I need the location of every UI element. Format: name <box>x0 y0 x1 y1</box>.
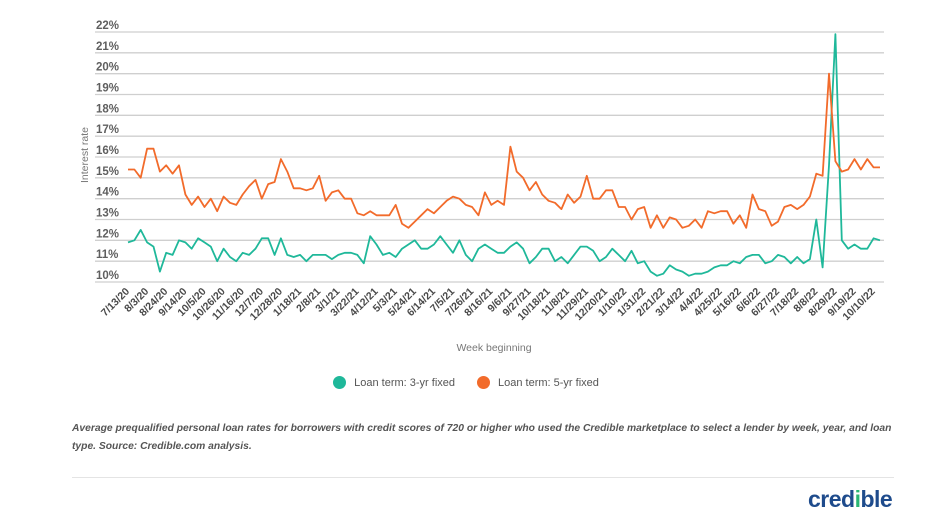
y-tick-label: 17% <box>96 124 119 136</box>
legend-swatch-3yr <box>333 376 347 389</box>
y-tick-label: 19% <box>96 83 119 95</box>
y-axis-ticks: 10% 11% 12% 13% 14% 15% 16% 17% 18% 19% 20% 21% 22% <box>96 20 119 282</box>
legend-swatch-5yr <box>477 376 490 389</box>
y-tick-label: 13% <box>96 208 119 220</box>
series-line-3yr-fixed <box>127 33 881 277</box>
legend: Loan term: 3-yr fixed Loan term: 5-yr fi… <box>0 376 932 389</box>
gridlines <box>95 31 884 283</box>
x-axis-title: Week beginning <box>456 342 531 354</box>
y-tick-label: 12% <box>96 228 119 240</box>
series-line-5yr-fixed <box>128 72 880 229</box>
x-axis-ticks: 7/13/208/3/208/24/209/14/2010/5/2010/26/… <box>99 286 878 324</box>
y-tick-label: 22% <box>96 20 119 32</box>
y-tick-label: 15% <box>96 166 119 178</box>
chart-caption: Average prequalified personal loan rates… <box>72 423 892 452</box>
y-tick-label: 11% <box>96 249 118 261</box>
y-tick-label: 20% <box>96 62 119 74</box>
line-chart: 10%11%12%13%14%15%16%17%18%19%20%21%22% … <box>79 20 884 354</box>
legend-label-3yr: Loan term: 3-yr fixed <box>354 376 455 389</box>
credible-logo: credible <box>808 486 893 512</box>
series-points <box>127 34 881 276</box>
series-points <box>127 73 881 228</box>
divider <box>72 477 894 478</box>
legend-item-3yr: Loan term: 3-yr fixed <box>333 376 455 389</box>
y-tick-label: 21% <box>96 41 119 53</box>
y-tick-label: 18% <box>96 103 119 115</box>
legend-label-5yr: Loan term: 5-yr fixed <box>498 376 599 389</box>
legend-item-5yr: Loan term: 5-yr fixed <box>477 376 599 389</box>
series-lines <box>127 33 881 277</box>
y-tick-label: 14% <box>96 187 119 199</box>
y-tick-label: 10% <box>96 270 119 282</box>
y-tick-label: 16% <box>96 145 119 157</box>
y-axis-title: Interest rate <box>79 127 91 183</box>
